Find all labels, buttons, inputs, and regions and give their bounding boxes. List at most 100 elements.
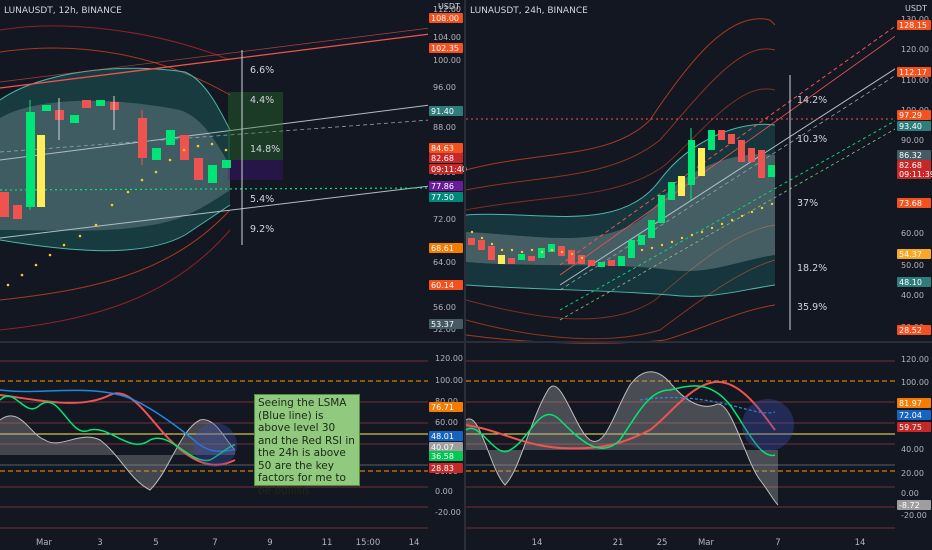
left-rsi-tag-text: 76.71 xyxy=(431,403,454,412)
left-price-tag: 60.14 xyxy=(429,280,463,290)
left-sar-dots xyxy=(6,142,228,287)
left-time-axis[interactable]: Mar 3 5 7 9 11 15:00 14 xyxy=(0,533,464,550)
annotation-note[interactable]: Seeing the LSMA (Blue line) is above lev… xyxy=(254,394,360,497)
left-time-label: Mar xyxy=(36,538,53,548)
right-price-tag: 112.17 xyxy=(897,67,931,77)
right-price-tag: 28.52 xyxy=(897,325,931,335)
right-rsi-tick: -20.00 xyxy=(901,511,927,520)
left-price-tag: 53.37 xyxy=(429,319,463,329)
left-price-tag-text: 82.68 xyxy=(431,154,454,163)
right-price-pane[interactable] xyxy=(465,0,932,344)
left-price-tick: 52.00 xyxy=(433,325,456,334)
pane-divider-vertical[interactable] xyxy=(464,0,466,550)
right-time-label: 7 xyxy=(775,538,780,548)
left-fib-pct-label: 14.8% xyxy=(250,144,280,155)
left-price-tag-text: 84.63 xyxy=(431,144,454,153)
right-price-tick: 130.00 xyxy=(901,15,929,24)
right-price-tag: 86.32 xyxy=(897,150,931,160)
right-time-label: 14 xyxy=(532,538,543,548)
left-rsi-tag-text: 48.01 xyxy=(431,432,454,441)
left-price-axis[interactable]: 112.00104.00100.0096.0088.0080.0072.0064… xyxy=(428,0,467,341)
left-rsi-tick: 120.00 xyxy=(435,354,463,363)
right-time-label: 14 xyxy=(855,538,866,548)
right-price-tag: 09:11:39 xyxy=(897,169,932,179)
left-rsi-tag-text: 36.58 xyxy=(431,452,454,461)
right-fib-pct-label: 37% xyxy=(797,198,818,209)
left-time-label: 9 xyxy=(267,538,272,548)
right-chart-title: LUNAUSDT, 24h, BINANCE xyxy=(470,6,588,16)
right-fib-pct-label: 14.2% xyxy=(797,95,827,106)
right-price-tag: 82.68 xyxy=(897,160,931,170)
left-rsi-tag: 40.07 xyxy=(429,442,463,452)
left-fib-pct-label: 4.4% xyxy=(250,95,274,106)
left-price-tag: 84.63 xyxy=(429,143,463,153)
right-price-tick: 90.00 xyxy=(901,136,924,145)
right-price-tag-text: 112.17 xyxy=(899,68,927,77)
left-rsi-tag-text: 28.83 xyxy=(431,464,454,473)
right-price-tick: 50.00 xyxy=(901,261,924,270)
right-rsi-tag-text: 59.75 xyxy=(899,423,922,432)
left-price-tag-text: 68.61 xyxy=(431,244,454,253)
right-price-tag-text: 86.32 xyxy=(899,151,922,160)
left-price-tag: 09:11:40 xyxy=(429,164,467,174)
right-time-axis[interactable]: 14 21 25 Mar 7 14 xyxy=(466,533,932,550)
left-price-tag-text: 77.50 xyxy=(431,193,454,202)
right-price-tick: 120.00 xyxy=(901,45,929,54)
right-price-tag-text: 54.37 xyxy=(899,250,922,259)
left-rsi-tag: 76.71 xyxy=(429,402,463,412)
right-price-tag-text: 93.40 xyxy=(899,122,922,131)
right-rsi-tick: 120.00 xyxy=(901,355,929,364)
right-rsi-axis[interactable]: 120.00100.0080.0060.0040.0020.000.00-20.… xyxy=(895,343,932,533)
right-currency-label: USDT xyxy=(905,4,927,13)
left-price-tag-text: 91.40 xyxy=(431,107,454,116)
left-price-tick: 64.00 xyxy=(433,258,456,267)
right-price-axis[interactable]: 130.00120.00110.00100.0090.0080.0070.006… xyxy=(895,0,932,341)
left-price-tag-text: 60.14 xyxy=(431,281,454,290)
right-price-tag-text: 48.10 xyxy=(899,278,922,287)
left-time-label: 3 xyxy=(97,538,102,548)
left-rsi-tag: 48.01 xyxy=(429,431,463,441)
left-rsi-axis[interactable]: 120.00100.0080.0060.0040.0020.000.00-20.… xyxy=(428,343,464,533)
right-rsi-tick: 40.00 xyxy=(901,445,924,454)
right-price-tag-text: 82.68 xyxy=(899,161,922,170)
left-time-label: 14 xyxy=(409,538,420,548)
left-time-label: 5 xyxy=(153,538,158,548)
right-time-label: Mar xyxy=(698,538,715,548)
left-time-label: 15:00 xyxy=(356,538,381,548)
left-price-tag-text: 09:11:40 xyxy=(431,165,467,174)
left-price-tag: 68.61 xyxy=(429,243,463,253)
left-price-tag: 91.40 xyxy=(429,106,463,116)
right-rsi-tick: 100.00 xyxy=(901,378,929,387)
left-rsi-tag-text: 40.07 xyxy=(431,443,454,452)
left-price-tag-text: 77.86 xyxy=(431,182,454,191)
right-fib-pct-label: 35.9% xyxy=(797,302,827,313)
left-price-tag: 102.35 xyxy=(429,43,463,53)
right-rsi-pane[interactable] xyxy=(465,360,895,529)
left-price-tick: 96.00 xyxy=(433,83,456,92)
left-price-pane[interactable] xyxy=(0,25,431,331)
right-time-label: 25 xyxy=(657,538,668,548)
left-rsi-tick: 60.00 xyxy=(435,418,458,427)
left-rsi-tick: 100.00 xyxy=(435,376,463,385)
right-rsi-tick: 0.00 xyxy=(901,489,919,498)
right-rsi-tag-text: 81.97 xyxy=(899,399,922,408)
right-price-tag-text: 73.68 xyxy=(899,199,922,208)
right-price-tag: 48.10 xyxy=(897,277,931,287)
right-rsi-tag: 59.75 xyxy=(897,422,931,432)
left-time-label: 11 xyxy=(322,538,333,548)
left-price-tick: 100.00 xyxy=(433,56,461,65)
right-fib-pct-label: 18.2% xyxy=(797,263,827,274)
left-price-tick: 56.00 xyxy=(433,303,456,312)
right-price-tag: 54.37 xyxy=(897,249,931,259)
pane-divider-horizontal[interactable] xyxy=(0,341,932,343)
right-price-tag-text: 97.29 xyxy=(899,111,922,120)
left-rsi-tag: 28.83 xyxy=(429,463,463,473)
right-rsi-tag: -8.72 xyxy=(897,500,931,510)
left-candles xyxy=(0,96,231,219)
left-rsi-tag: 36.58 xyxy=(429,451,463,461)
left-fib-pct-label: 6.6% xyxy=(250,65,274,76)
right-price-tag-text: 128.15 xyxy=(899,21,927,30)
right-price-tag: 97.29 xyxy=(897,110,931,120)
left-price-tick: 88.00 xyxy=(433,123,456,132)
